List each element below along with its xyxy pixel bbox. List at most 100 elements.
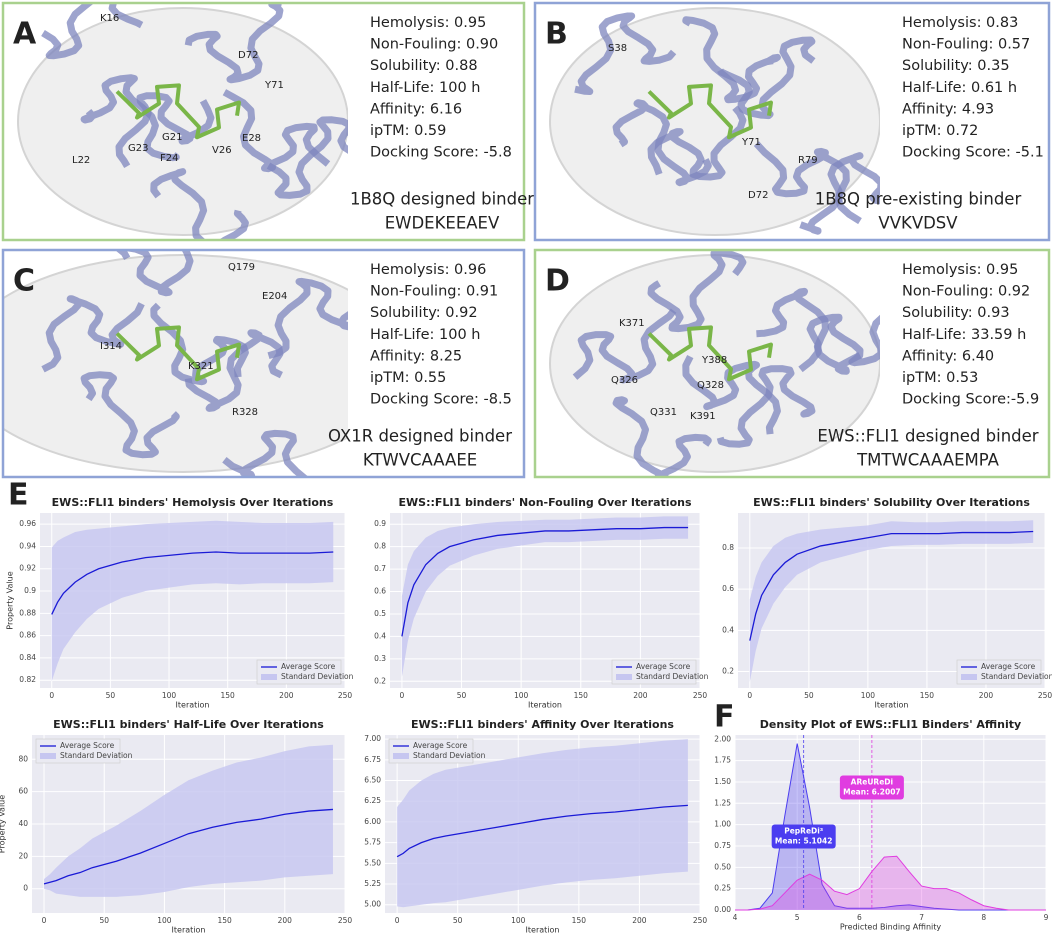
y-tick-label: 1.50 <box>714 777 731 786</box>
property: Half-Life: 33.59 h <box>902 327 1026 343</box>
y-tick-label: 0.75 <box>714 841 731 850</box>
ribbon <box>612 396 712 477</box>
peptide-sticks <box>115 325 241 382</box>
x-tick-label: 0 <box>747 691 752 700</box>
ribbon <box>80 74 180 162</box>
x-axis-label: Iteration <box>172 926 206 935</box>
residue-label: Q328 <box>697 380 724 391</box>
x-tick-label: 150 <box>920 691 935 700</box>
annotation-label: AReUReDi <box>851 778 893 787</box>
property: Half-Life: 100 h <box>370 80 480 96</box>
ribbon <box>150 168 249 240</box>
ribbon <box>682 16 781 104</box>
x-tick-label: 100 <box>514 691 529 700</box>
x-tick-label: 0 <box>42 916 47 925</box>
binder-sequence: EWDEKEEAEV <box>385 214 500 233</box>
legend-label: Standard Deviation <box>60 751 133 760</box>
legend-swatch <box>616 674 632 680</box>
y-tick-label: 0.92 <box>19 564 36 573</box>
peptide-sticks <box>647 325 773 382</box>
residue-label: K371 <box>619 318 645 329</box>
annotation-box <box>771 824 836 849</box>
ribbon <box>80 371 180 459</box>
property: Affinity: 6.40 <box>902 348 994 364</box>
ribbon <box>717 36 816 120</box>
y-tick-label: 0.6 <box>374 587 386 596</box>
panel-letter: E <box>8 478 29 513</box>
property: Docking Score: -5.8 <box>370 145 512 161</box>
y-tick-label: 2.00 <box>714 734 731 743</box>
mean-line <box>51 551 334 615</box>
residue-label: D72 <box>238 50 258 61</box>
ribbon <box>647 105 747 181</box>
residue-label: F24 <box>160 153 178 164</box>
ribbon <box>612 99 712 187</box>
y-tick-label: 0.84 <box>19 653 36 662</box>
legend-swatch <box>961 674 977 680</box>
residue-label: Y388 <box>701 355 727 366</box>
x-tick-label: 0 <box>395 916 400 925</box>
x-axis-label: Iteration <box>526 926 560 935</box>
x-tick-label: 100 <box>511 916 526 925</box>
mean-line <box>749 530 1034 641</box>
panel-border <box>1 248 526 479</box>
y-tick-label: 0.8 <box>722 543 734 552</box>
residue-label: D72 <box>748 190 768 201</box>
y-tick-label: 0.82 <box>19 675 36 684</box>
x-tick-label: 4 <box>733 913 738 922</box>
chart-title: EWS::FLI1 binders' Non-Fouling Over Iter… <box>399 496 692 509</box>
density-area <box>735 856 1046 910</box>
x-tick-label: 200 <box>279 691 294 700</box>
y-tick-label: 5.50 <box>364 858 381 867</box>
x-axis-label: Iteration <box>875 701 909 710</box>
y-tick-label: 5.25 <box>364 879 381 888</box>
residue-label: I314 <box>100 341 122 352</box>
property: Solubility: 0.35 <box>902 58 1010 74</box>
y-tick-label: 0.94 <box>19 541 36 550</box>
ribbon <box>799 152 880 235</box>
residue-label: R328 <box>232 407 258 418</box>
legend-swatch <box>393 753 409 759</box>
x-tick-label: 150 <box>572 916 587 925</box>
panel-border <box>533 248 1051 479</box>
ribbon <box>184 3 284 84</box>
x-tick-label: 7 <box>919 913 924 922</box>
y-tick-label: 1.75 <box>714 756 731 765</box>
residue-label: G23 <box>128 143 148 154</box>
ribbon <box>756 287 862 375</box>
density-line <box>735 855 1046 911</box>
legend-label: Average Score <box>60 741 115 750</box>
binder-title: EWS::FLI1 designed binder <box>817 427 1038 446</box>
legend-swatch <box>40 753 56 759</box>
y-tick-label: 7.00 <box>364 734 381 743</box>
y-tick-label: 0.50 <box>714 862 731 871</box>
residue-label: Q326 <box>611 375 638 386</box>
std-band <box>749 520 1034 682</box>
legend-swatch <box>261 674 277 680</box>
property: Docking Score: -5.1 <box>902 145 1044 161</box>
y-tick-label: 60 <box>18 787 28 796</box>
ribbon <box>647 250 747 333</box>
annotation-box <box>839 775 904 800</box>
protein-structure <box>17 3 348 240</box>
y-tick-label: 1.25 <box>714 798 731 807</box>
property: Hemolysis: 0.95 <box>902 262 1018 278</box>
property: Affinity: 4.93 <box>902 101 994 117</box>
property: Non-Fouling: 0.57 <box>902 37 1030 53</box>
plot-background <box>735 735 1046 910</box>
y-tick-label: 0.25 <box>714 884 731 893</box>
peptide-sticks <box>647 83 773 140</box>
y-tick-label: 6.50 <box>364 776 381 785</box>
property: ipTM: 0.55 <box>370 370 446 386</box>
surface <box>17 7 348 236</box>
residue-label: Q331 <box>650 407 677 418</box>
ribbon <box>222 429 309 477</box>
binder-sequence: KTWVCAAAEE <box>363 451 477 470</box>
panel-border <box>1 1 526 242</box>
property: Solubility: 0.93 <box>902 305 1010 321</box>
mean-line <box>401 526 689 637</box>
y-tick-label: 0.6 <box>722 584 734 593</box>
y-tick-label: 0.4 <box>374 631 386 640</box>
y-axis-label: Property Value <box>6 571 15 629</box>
residue-label: R79 <box>798 155 818 166</box>
